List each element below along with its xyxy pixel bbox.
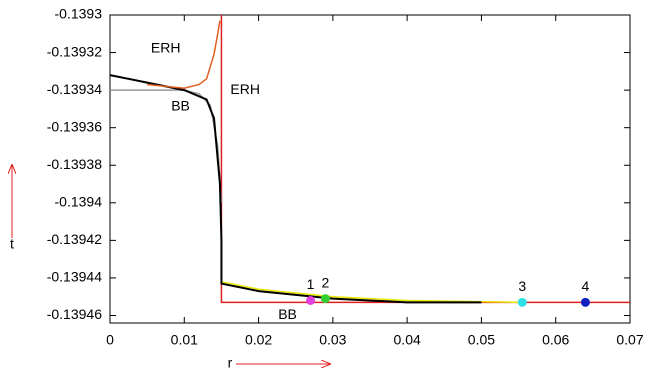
point-label: 1 xyxy=(307,276,315,292)
annotation: BB xyxy=(171,98,190,114)
series-line xyxy=(221,280,519,304)
plot-frame xyxy=(109,14,631,324)
y-tick-label: -0.13938 xyxy=(47,156,102,172)
y-tick-label: -0.13932 xyxy=(47,43,102,59)
y-tick-label: -0.13934 xyxy=(47,81,102,97)
x-tick-label: 0.05 xyxy=(468,332,495,348)
y-tick-label: -0.13936 xyxy=(47,118,102,134)
y-axis-label: t xyxy=(10,236,14,252)
series-line xyxy=(109,74,482,304)
point-label: 4 xyxy=(582,278,590,294)
x-axis-label: r xyxy=(228,355,233,371)
point-label: 3 xyxy=(518,278,526,294)
x-tick-label: 0.07 xyxy=(616,332,643,348)
x-tick-label: 0.03 xyxy=(319,332,346,348)
x-tick-label: 0.06 xyxy=(542,332,569,348)
marker-point xyxy=(320,294,330,304)
x-tick-label: 0.02 xyxy=(245,332,272,348)
annotation: BB xyxy=(278,306,297,322)
series-line xyxy=(110,89,223,203)
marker-point xyxy=(517,297,527,307)
x-tick-label: 0.01 xyxy=(171,332,198,348)
x-tick-label: 0.04 xyxy=(394,332,421,348)
annotation: ERH xyxy=(151,40,181,56)
marker-point xyxy=(306,295,316,305)
x-tick-label: 0 xyxy=(106,332,114,348)
y-tick-label: -0.1394 xyxy=(55,194,103,210)
y-tick-label: -0.13944 xyxy=(47,269,102,285)
y-tick-label: -0.13946 xyxy=(47,306,102,322)
annotation: ERH xyxy=(230,81,260,97)
series-line xyxy=(220,15,630,304)
y-tick-label: -0.13942 xyxy=(47,231,102,247)
y-tick-label: -0.1393 xyxy=(55,6,103,22)
marker-point xyxy=(580,297,590,307)
point-label: 2 xyxy=(322,274,330,290)
series-line xyxy=(147,20,221,90)
